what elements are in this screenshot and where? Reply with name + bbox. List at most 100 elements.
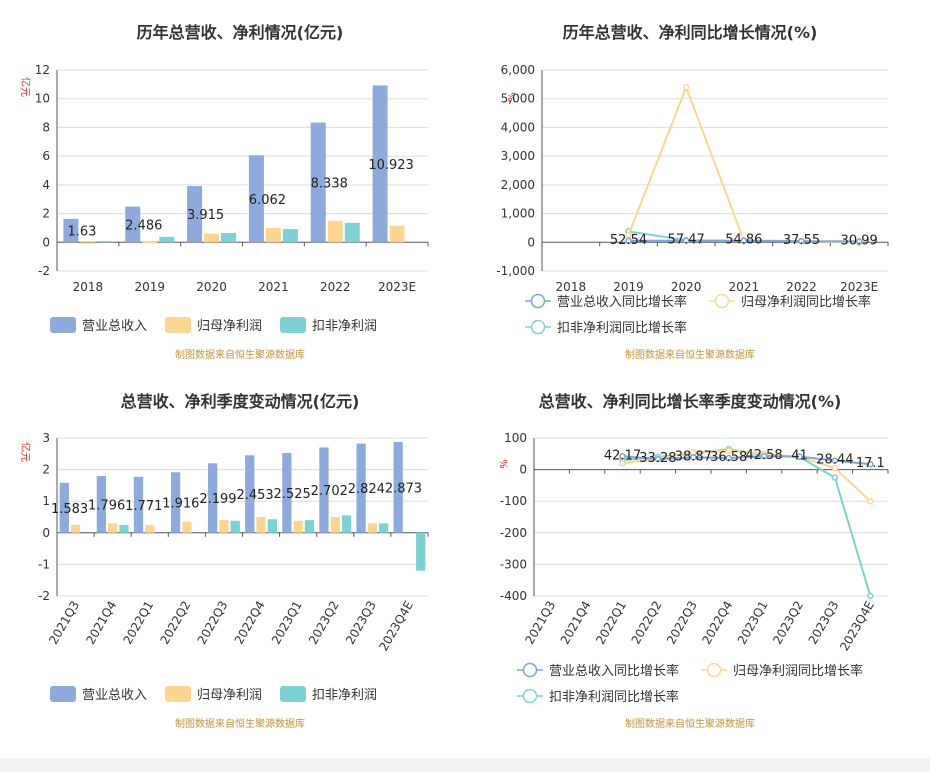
legend-swatch-marker [530,319,546,335]
x-tick-label: 2023E [840,280,878,294]
x-tick-label: 2022 [786,280,817,294]
series-point-营业总收入同比增长率 [740,237,748,244]
bar-扣非净利润 [119,524,129,533]
bar-归母净利润 [293,520,303,533]
bar-扣非净利润 [416,532,426,571]
bar-归母净利润 [219,520,229,533]
source-note: 制图数据来自恒生聚源数据库 [625,717,755,730]
x-tick-label: 2018 [73,280,104,294]
chart-title: 历年总营收、净利情况(亿元) [137,23,344,42]
series-point-营业总收入同比增长率 [855,238,863,245]
data-label: 10.923 [368,158,414,173]
y-tick-label: -200 [500,526,527,540]
data-label: 42.17 [604,448,641,463]
bar-营业总收入 [170,472,181,533]
legend-swatch [165,317,191,333]
legend-label: 扣非净利润 [312,319,377,334]
legend-label: 归母净利润 [197,319,262,334]
y-tick-label: 10 [35,92,50,106]
x-tick-label: 2022Q2 [158,599,194,647]
data-label: 8.338 [311,176,348,191]
bar-归母净利润 [330,517,340,533]
bar-归母净利润 [142,241,158,243]
y-axis-label: 亿元 [19,77,32,97]
y-tick-label: 4,000 [501,120,535,134]
y-tick-label: 12 [35,63,50,77]
series-point-归母净利润同比增长率 [725,447,732,454]
y-tick-label: -1 [38,557,50,571]
y-tick-label: 2 [42,463,50,477]
data-label: 2.199 [199,492,236,507]
y-tick-label: -300 [500,557,527,571]
bar-营业总收入 [63,218,79,243]
x-tick-label: 2022Q3 [195,599,231,647]
x-tick-label: 2018 [556,280,587,294]
legend-label: 扣非净利润同比增长率 [557,320,687,336]
y-axis-label: % [505,92,516,102]
legend-swatch [280,686,306,702]
y-tick-label: -1,000 [496,264,535,278]
x-tick-label: 2022Q2 [629,599,665,647]
bar-营业总收入 [133,476,144,533]
bar-归母净利润 [108,523,118,533]
data-label: 1.796 [88,498,125,513]
data-label: 3.915 [187,208,224,223]
data-label: 57.47 [668,233,705,248]
data-label: 36.58 [710,450,747,465]
x-tick-label: 2023Q2 [306,599,342,647]
bar-营业总收入 [356,443,366,533]
chart-title: 历年总营收、净利同比增长情况(%) [563,23,818,42]
legend-swatch [280,317,306,333]
y-tick-label: 1,000 [501,207,535,221]
bar-营业总收入 [208,463,218,533]
data-label: 52.54 [610,233,647,248]
data-label: 37.55 [783,233,820,248]
x-tick-label: 2023E [378,280,416,294]
series-point-营业总收入同比增长率 [625,237,632,245]
x-tick-label: 2023Q1 [269,599,305,647]
bar-营业总收入 [248,155,264,243]
data-label: 1.916 [162,497,199,512]
footer-bar [0,758,930,772]
bar-扣非净利润 [230,520,240,533]
bar-营业总收入 [282,453,292,533]
legend-label: 营业总收入同比增长率 [549,663,679,679]
bar-归母净利润 [204,233,220,243]
y-tick-label: 1 [42,494,50,508]
x-tick-label: 2022Q4 [232,599,268,647]
data-label: 38.87 [675,449,712,464]
bar-扣非净利润 [282,229,298,243]
series-point-营业总收入同比增长率 [867,460,874,468]
series-line-扣非净利润同比增长率 [628,230,802,243]
series-point-扣非净利润同比增长率 [867,592,874,600]
bar-扣非净利润 [97,241,113,243]
series-line-归母净利润同比增长率 [622,449,871,502]
series-point-归母净利润同比增长率 [619,460,626,467]
legend-swatch [50,686,76,702]
legend-swatch [50,317,76,333]
bar-归母净利润 [265,227,281,243]
y-tick-label: 3 [42,431,50,445]
x-tick-label: 2022Q4 [699,599,735,647]
legend-swatch-marker [522,662,538,678]
source-note: 制图数据来自恒生聚源数据库 [175,717,305,730]
y-axis-label: % [497,459,508,469]
bar-营业总收入 [187,186,203,243]
x-tick-label: 2023Q2 [770,599,806,647]
x-tick-label: 2023Q1 [735,599,771,647]
series-point-营业总收入同比增长率 [654,455,662,463]
chart-title: 总营收、净利同比增长率季度变动情况(%) [539,392,842,411]
legend-label: 营业总收入 [82,688,147,703]
series-point-营业总收入同比增长率 [682,237,690,244]
x-tick-label: 2021Q4 [558,599,594,647]
y-tick-label: -400 [500,589,527,603]
data-label: 28.44 [816,453,853,468]
legend-label: 营业总收入 [82,319,147,334]
x-tick-label: 2022Q1 [120,599,156,647]
y-tick-label: 100 [504,431,527,445]
legend-swatch-marker [706,662,722,678]
data-label: 41 [791,449,808,464]
x-tick-label: 2021Q3 [46,599,82,647]
data-label: 17.1 [856,456,885,471]
